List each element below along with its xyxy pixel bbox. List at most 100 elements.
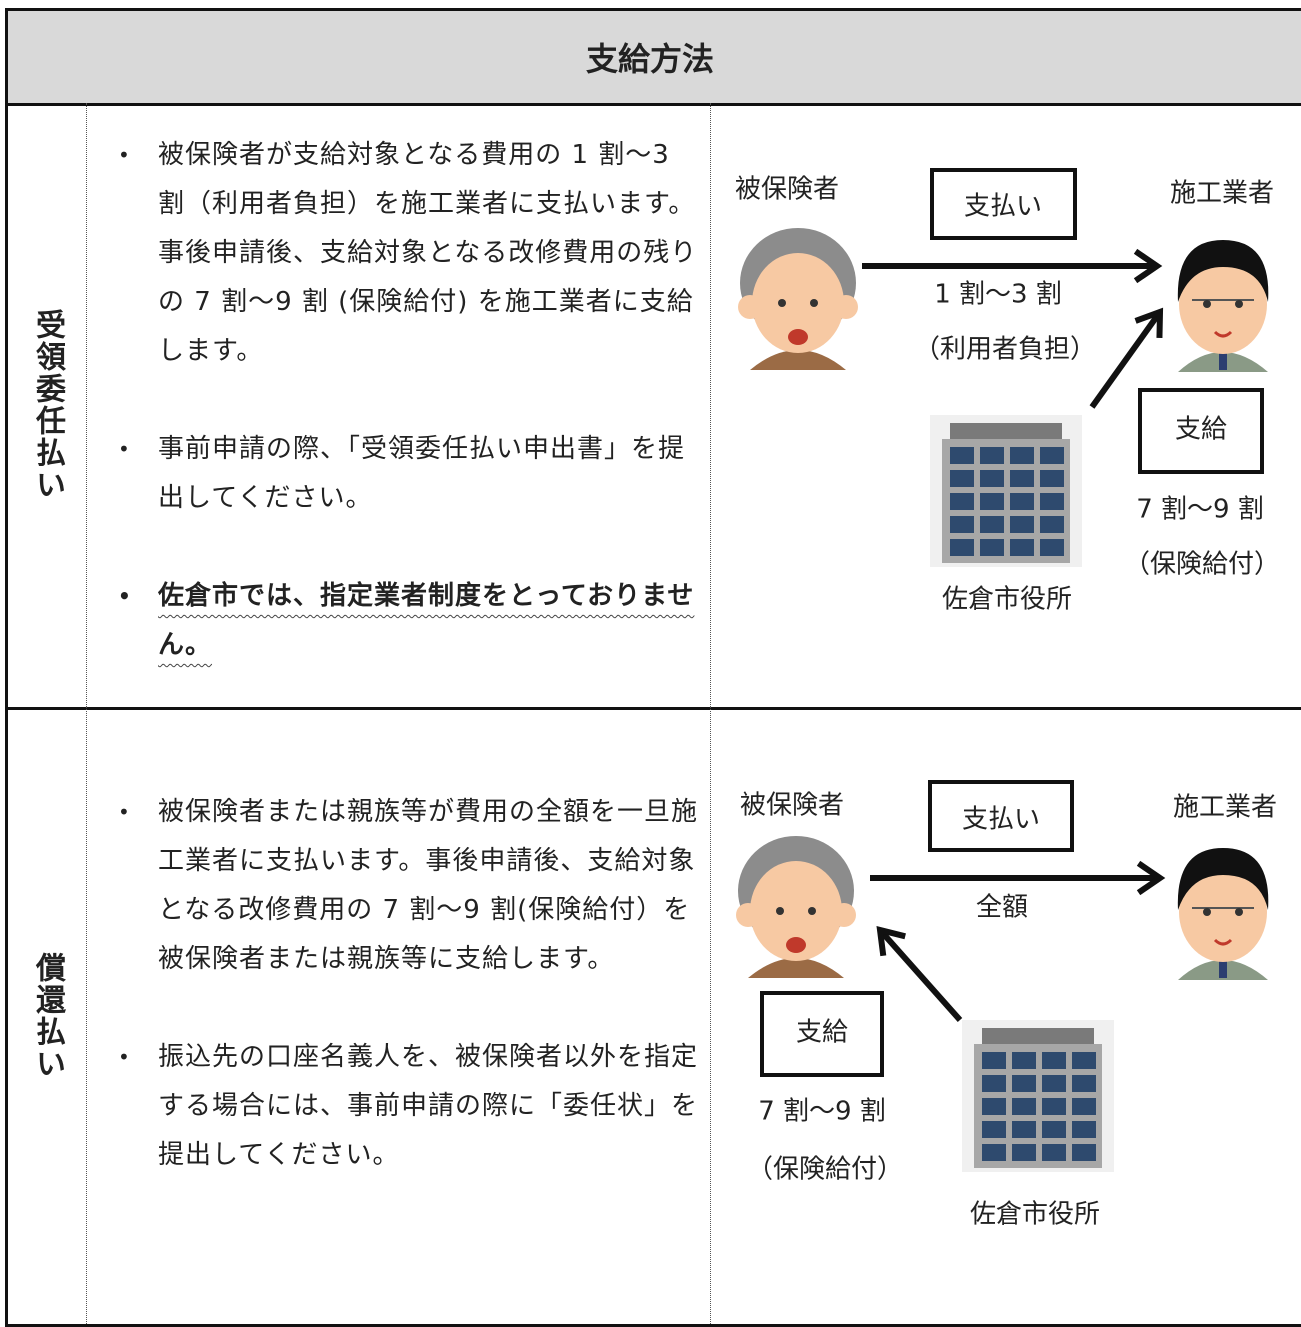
city-hall-icon	[962, 1020, 1114, 1172]
window	[950, 447, 974, 464]
label-box	[928, 780, 1074, 852]
window	[1012, 1144, 1036, 1161]
ear	[834, 295, 858, 319]
window	[1040, 493, 1064, 510]
row-label: 償還払い	[30, 951, 65, 1080]
window	[1042, 1098, 1066, 1115]
window	[980, 539, 1004, 556]
label-box	[930, 168, 1077, 240]
window	[950, 493, 974, 510]
window	[1012, 1121, 1036, 1138]
diagram-label: 支払い	[964, 192, 1042, 222]
eye	[1235, 908, 1243, 916]
mouth	[1213, 938, 1233, 946]
bullet-list: 被保険者が支給対象となる費用の 1 割～3 割（利用者負担）を施工業者に支払いま…	[118, 131, 698, 719]
window	[982, 1098, 1006, 1115]
face	[750, 861, 842, 961]
roof	[950, 423, 1062, 439]
window	[1072, 1075, 1096, 1092]
window	[982, 1052, 1006, 1069]
tie	[1219, 958, 1227, 978]
face	[1179, 862, 1267, 962]
window	[1072, 1144, 1096, 1161]
face	[752, 253, 844, 353]
eye	[776, 907, 784, 915]
eye	[808, 907, 816, 915]
window	[1010, 447, 1034, 464]
diagram-label: 支給	[1175, 415, 1227, 445]
window	[950, 470, 974, 487]
eye	[778, 299, 786, 307]
eye	[1203, 300, 1211, 308]
bullet: 被保険者が支給対象となる費用の 1 割～3 割（利用者負担）を施工業者に支払いま…	[118, 131, 698, 376]
window	[1010, 516, 1034, 533]
window	[1010, 470, 1034, 487]
shirt	[750, 350, 846, 370]
roof	[982, 1028, 1094, 1044]
row: 償還払い 被保険者または親族等が費用の全額を一旦施工業者に支払います。事後申請後…	[5, 707, 1301, 1327]
text-cell: 被保険者が支給対象となる費用の 1 割～3 割（利用者負担）を施工業者に支払いま…	[86, 103, 711, 707]
table-header: 支給方法	[5, 8, 1301, 106]
window	[1042, 1052, 1066, 1069]
row-label: 受領委任払い	[30, 309, 65, 501]
hair	[1177, 240, 1269, 302]
window	[982, 1075, 1006, 1092]
bullet: 事前申請の際、「受領委任払い申出書」を提出してください。	[118, 425, 698, 523]
label-box	[760, 991, 884, 1077]
window	[980, 516, 1004, 533]
ear	[832, 903, 856, 927]
diagram-label: 施工業者	[1173, 793, 1277, 823]
diagram-label: 支払い	[962, 805, 1040, 835]
diagram-label: 佐倉市役所	[942, 585, 1072, 615]
label-box	[1138, 388, 1264, 474]
window	[1010, 539, 1034, 556]
hair	[1177, 848, 1269, 910]
arrow-head	[1136, 860, 1166, 896]
mouth	[788, 329, 808, 345]
arrow-head	[876, 926, 906, 957]
window	[1012, 1075, 1036, 1092]
ear	[736, 903, 760, 927]
bullet: 振込先の口座名義人を、被保険者以外を指定する場合には、事前申請の際に「委任状」を…	[118, 1033, 698, 1180]
window	[1072, 1121, 1096, 1138]
title: 支給方法	[585, 40, 714, 78]
eye	[1235, 300, 1243, 308]
window	[1072, 1052, 1096, 1069]
window	[982, 1121, 1006, 1138]
window	[950, 516, 974, 533]
diagram-label: 被保険者	[735, 175, 839, 205]
worker-icon	[1177, 240, 1269, 372]
diagram-label: 支給	[796, 1018, 848, 1048]
elder-icon	[736, 836, 856, 978]
diagram-label: 7 割～9 割	[758, 1097, 886, 1127]
window	[1042, 1144, 1066, 1161]
face	[1179, 254, 1267, 354]
eye	[810, 299, 818, 307]
diagram-label: （保険給付）	[747, 1155, 903, 1185]
shirt	[748, 958, 844, 978]
city-hall-icon	[930, 415, 1082, 567]
window	[1042, 1121, 1066, 1138]
bullet: 被保険者または親族等が費用の全額を一旦施工業者に支払います。事後申請後、支給対象…	[118, 788, 698, 984]
window	[1010, 493, 1034, 510]
diagram-label: （利用者負担）	[914, 335, 1096, 365]
row-label-cell: 受領委任払い	[8, 103, 87, 707]
diagram-label: 佐倉市役所	[970, 1200, 1100, 1230]
diagram-label: 1 割～3 割	[934, 280, 1062, 310]
elder-icon	[738, 228, 858, 370]
window	[950, 539, 974, 556]
arrow	[877, 928, 963, 1022]
row-label-cell: 償還払い	[8, 707, 87, 1324]
worker-icon	[1177, 848, 1269, 980]
window	[1040, 539, 1064, 556]
bullet-list: 被保険者または親族等が費用の全額を一旦施工業者に支払います。事後申請後、支給対象…	[118, 788, 698, 1229]
arrow	[1089, 310, 1163, 409]
window	[1040, 516, 1064, 533]
diagram-label: 7 割～9 割	[1136, 495, 1264, 525]
window	[982, 1144, 1006, 1161]
window	[1012, 1052, 1036, 1069]
window	[1040, 470, 1064, 487]
